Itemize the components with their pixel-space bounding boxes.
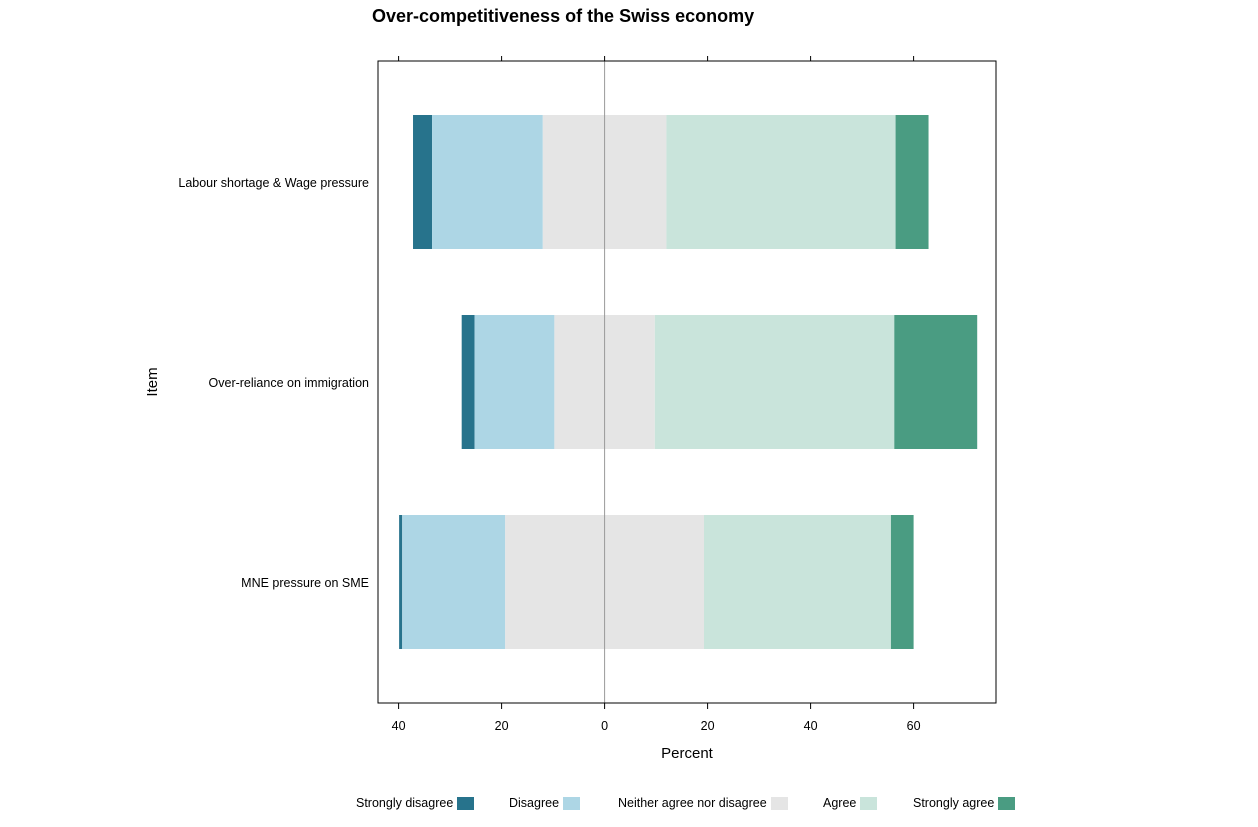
bar-segment-strongly-agree-0 <box>895 115 929 249</box>
chart-title: Over-competitiveness of the Swiss econom… <box>372 6 755 26</box>
bar-segment-disagree-1 <box>474 315 555 449</box>
legend-label: Disagree <box>509 796 560 810</box>
legend-swatch <box>457 796 475 810</box>
bar-segment-agree-1 <box>654 315 895 449</box>
category-label: Over-reliance on immigration <box>209 376 370 390</box>
y-axis-label: Item <box>144 367 161 396</box>
legend-item-agree: Agree <box>823 796 878 810</box>
x-tick-label: 40 <box>392 719 406 733</box>
bar-segment-disagree-2 <box>402 515 506 649</box>
x-tick-label: 40 <box>804 719 818 733</box>
legend-label: Strongly disagree <box>356 796 454 810</box>
legend: Strongly disagree Disagree Neither agree n… <box>356 796 1036 814</box>
bars-layer <box>399 115 978 649</box>
bar-segment-agree-0 <box>666 115 896 249</box>
legend-swatch <box>770 796 788 810</box>
bar-segment-strongly-disagree-2 <box>399 515 403 649</box>
legend-label: Strongly agree <box>913 796 995 810</box>
bar-segment-strongly-agree-1 <box>894 315 978 449</box>
legend-swatch <box>998 796 1016 810</box>
legend-item-strongly-disagree: Strongly disagree <box>356 796 475 810</box>
category-labels: Labour shortage & Wage pressure Over-reli… <box>178 176 369 590</box>
x-tick-label: 0 <box>601 719 608 733</box>
legend-item-disagree: Disagree <box>509 796 581 810</box>
legend-swatch <box>860 796 878 810</box>
category-label: MNE pressure on SME <box>241 576 369 590</box>
x-tick-label: 20 <box>701 719 715 733</box>
bar-segment-strongly-agree-2 <box>890 515 914 649</box>
ticks-layer: 40 20 0 20 40 60 <box>392 56 921 733</box>
x-axis-label: Percent <box>661 745 714 762</box>
legend-label: Neither agree nor disagree <box>618 796 767 810</box>
legend-item-strongly-agree: Strongly agree <box>913 796 1016 810</box>
legend-label: Agree <box>823 796 857 810</box>
bar-segment-disagree-0 <box>432 115 543 249</box>
plot-frame <box>377 60 997 704</box>
bar-segment-agree-2 <box>703 515 891 649</box>
legend-swatch <box>563 796 581 810</box>
bar-segment-strongly-disagree-1 <box>461 315 475 449</box>
x-tick-label: 20 <box>495 719 509 733</box>
category-label: Labour shortage & Wage pressure <box>178 176 369 190</box>
bar-segment-strongly-disagree-0 <box>413 115 433 249</box>
x-tick-label: 60 <box>907 719 921 733</box>
legend-item-neither-agree-nor-disagree: Neither agree nor disagree <box>618 796 788 810</box>
